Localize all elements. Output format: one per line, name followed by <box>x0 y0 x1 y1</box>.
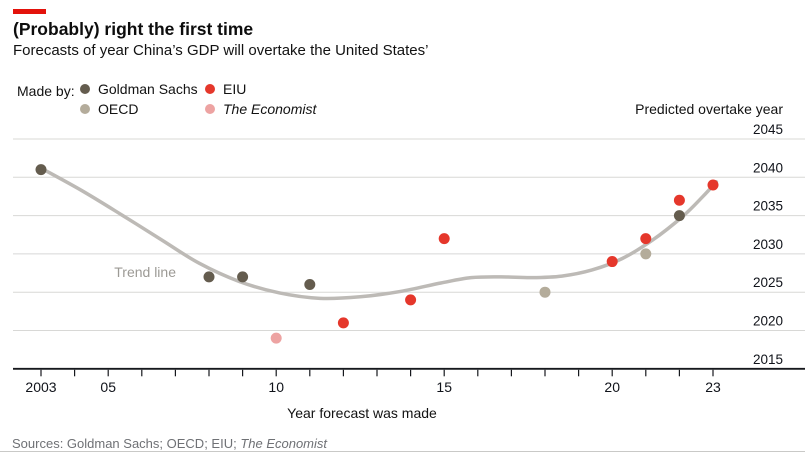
sources-line: Sources: Goldman Sachs; OECD; EIU; The E… <box>12 436 327 451</box>
data-point-eiu-2020 <box>606 256 618 268</box>
x-tick-label-2010: 10 <box>268 379 284 395</box>
x-tick-label-2005: 05 <box>100 379 116 395</box>
legend-item-the-economist: The Economist <box>205 102 316 116</box>
data-point-goldman-sachs-2011 <box>304 279 316 291</box>
x-tick-label-2020: 20 <box>604 379 620 395</box>
legend-label-oecd: OECD <box>98 101 139 117</box>
y-tick-label-2030: 2030 <box>753 237 783 252</box>
y-tick-label-2025: 2025 <box>753 275 783 290</box>
brand-red-tab <box>13 9 46 14</box>
sources-publication: The Economist <box>240 436 328 451</box>
goldman-sachs-dot-icon <box>80 84 90 94</box>
data-point-eiu-2022 <box>673 194 685 206</box>
data-point-eiu-2023 <box>707 179 719 191</box>
data-point-eiu-2021 <box>640 233 652 245</box>
x-tick-label-2023: 23 <box>705 379 721 395</box>
data-point-goldman-sachs-2003 <box>35 164 47 176</box>
y-tick-label-2015: 2015 <box>753 352 783 367</box>
data-point-the-economist-2010 <box>270 332 282 344</box>
y-tick-label-2020: 2020 <box>753 314 783 329</box>
data-point-eiu-2015 <box>438 233 450 245</box>
x-tick-label-2015: 15 <box>436 379 452 395</box>
data-point-eiu-2012 <box>337 317 349 329</box>
legend-label-the-economist: The Economist <box>223 101 317 117</box>
y-tick-label-2040: 2040 <box>753 160 783 175</box>
y-tick-label-2045: 2045 <box>753 122 783 137</box>
x-axis-title: Year forecast was made <box>287 405 437 421</box>
legend-made-by-label: Made by: <box>17 83 75 99</box>
legend-label-goldman-sachs: Goldman Sachs <box>98 81 198 97</box>
data-point-goldman-sachs-2009 <box>237 271 249 283</box>
data-point-goldman-sachs-2008 <box>203 271 215 283</box>
chart-subtitle: Forecasts of year China’s GDP will overt… <box>13 42 429 59</box>
legend-item-oecd: OECD <box>80 102 138 116</box>
page-title: (Probably) right the first time <box>13 19 254 39</box>
oecd-dot-icon <box>80 104 90 114</box>
data-point-eiu-2014 <box>405 294 417 306</box>
data-point-oecd-2021 <box>640 248 652 260</box>
data-point-goldman-sachs-2022 <box>673 210 685 222</box>
sources-text: Sources: Goldman Sachs; OECD; EIU; <box>12 436 241 451</box>
the-economist-dot-icon <box>205 104 215 114</box>
x-tick-label-2003: 2003 <box>25 379 56 395</box>
legend-item-eiu: EIU <box>205 82 246 96</box>
legend-item-goldman-sachs: Goldman Sachs <box>80 82 198 96</box>
trend-line <box>39 166 719 301</box>
eiu-dot-icon <box>205 84 215 94</box>
trend-line-label: Trend line <box>114 264 176 280</box>
y-axis-title: Predicted overtake year <box>635 101 783 117</box>
data-point-oecd-2018 <box>539 286 551 298</box>
legend-label-eiu: EIU <box>223 81 247 97</box>
bottom-rule <box>0 451 805 452</box>
y-tick-label-2035: 2035 <box>753 199 783 214</box>
